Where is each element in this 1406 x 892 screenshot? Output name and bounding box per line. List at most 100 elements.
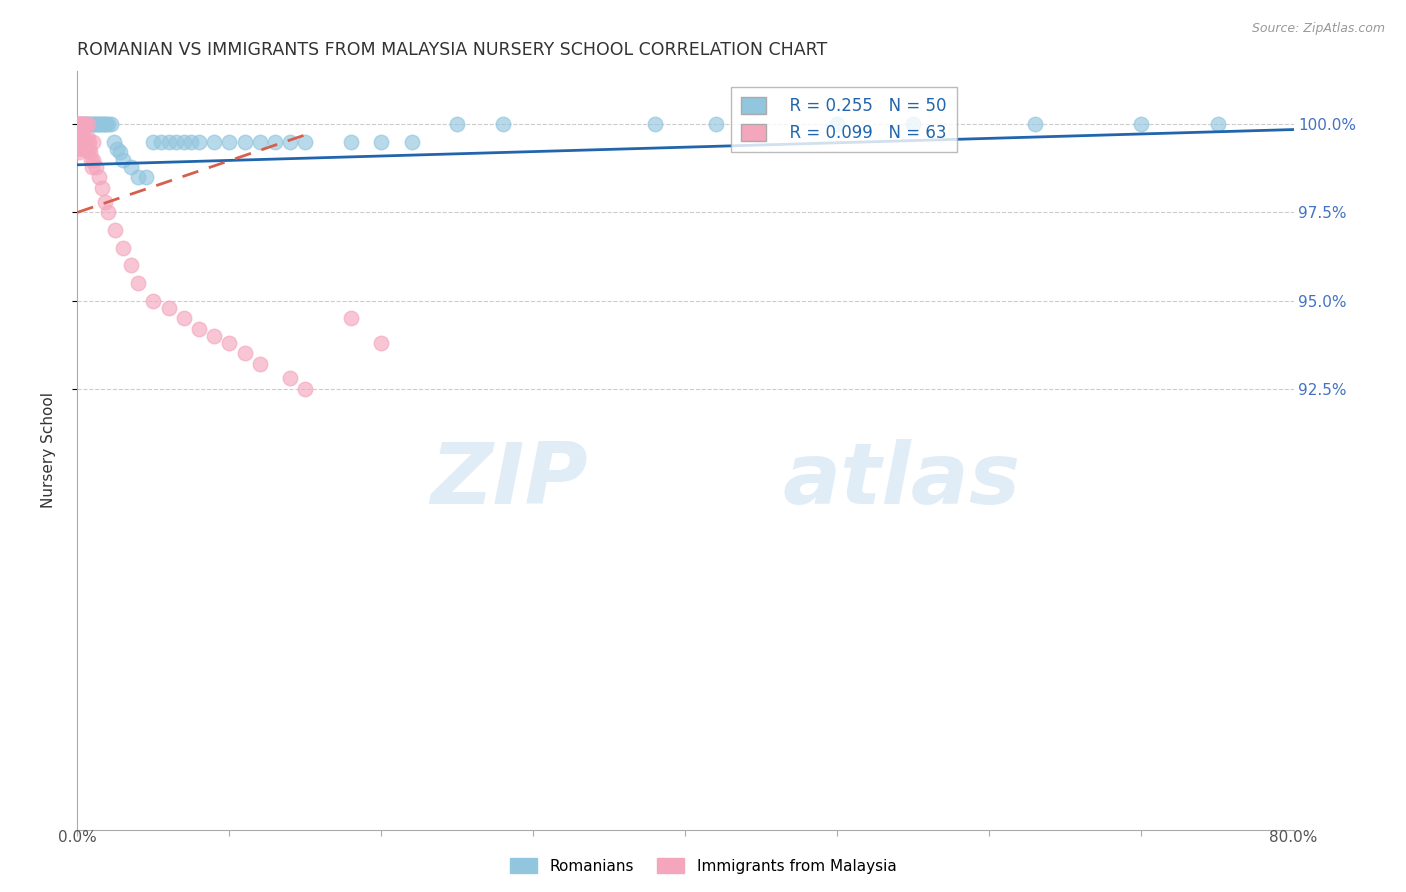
Point [111,153,134,167]
Point [97,205,120,219]
Point [79,145,101,160]
Text: 80.0%: 80.0% [1270,830,1317,845]
Point [165,135,187,149]
Point [75,117,97,131]
Point [401,135,423,149]
Point [87,117,110,131]
Point [111,241,134,255]
Legend:   R = 0.255   N = 50,   R = 0.099   N = 63: R = 0.255 N = 50, R = 0.099 N = 63 [731,87,957,152]
Point [67,145,90,160]
Point [188,322,211,336]
Text: Source: ZipAtlas.com: Source: ZipAtlas.com [1251,22,1385,36]
Point [67,124,90,138]
Point [1024,117,1046,131]
Point [67,124,90,138]
Point [69,138,91,153]
Point [67,142,90,156]
Point [73,117,96,131]
Point [93,117,115,131]
Point [69,138,91,153]
Y-axis label: Nursery School: Nursery School [42,392,56,508]
Point [69,128,91,142]
Point [149,135,172,149]
Point [73,131,96,145]
Point [80,160,103,174]
Point [249,135,271,149]
Point [173,311,195,326]
Point [76,142,98,156]
Point [704,117,727,131]
Point [67,117,90,131]
Point [72,135,94,149]
Point [83,117,105,131]
Point [90,180,112,194]
Point [96,117,118,131]
Point [70,117,93,131]
Point [79,135,101,149]
Point [108,145,131,160]
Point [77,131,100,145]
Legend: Romanians, Immigrants from Malaysia: Romanians, Immigrants from Malaysia [503,852,903,880]
Point [79,117,101,131]
Point [69,117,91,131]
Text: atlas: atlas [783,439,1021,523]
Point [77,142,100,156]
Point [87,170,110,185]
Point [492,117,515,131]
Text: ROMANIAN VS IMMIGRANTS FROM MALAYSIA NURSERY SCHOOL CORRELATION CHART: ROMANIAN VS IMMIGRANTS FROM MALAYSIA NUR… [77,41,828,59]
Point [89,117,111,131]
Point [82,153,104,167]
Point [67,117,90,131]
Point [218,135,240,149]
Point [142,135,165,149]
Point [120,258,142,272]
Point [1206,117,1229,131]
Point [127,276,149,290]
Point [67,131,90,145]
Point [173,135,195,149]
Point [446,117,468,131]
Point [903,117,925,131]
Point [294,382,316,396]
Point [70,138,93,153]
Point [218,335,240,350]
Point [75,135,97,149]
Point [127,170,149,185]
Point [77,117,100,131]
Point [157,135,180,149]
Point [294,135,316,149]
Point [644,117,666,131]
Point [67,117,90,131]
Point [80,117,103,131]
Point [84,160,107,174]
Point [72,135,94,149]
Point [86,117,108,131]
Point [1130,117,1153,131]
Point [202,135,225,149]
Point [97,117,120,131]
Point [84,117,107,131]
Point [67,135,90,149]
Point [180,135,202,149]
Point [340,135,363,149]
Point [91,117,114,131]
Point [278,371,301,385]
Text: ZIP: ZIP [430,439,588,523]
Point [120,160,142,174]
Point [103,135,125,149]
Point [157,301,180,315]
Point [188,135,211,149]
Point [82,117,104,131]
Point [340,311,363,326]
Point [135,170,157,185]
Point [73,117,96,131]
Point [105,142,128,156]
Point [73,142,96,156]
Point [75,117,97,131]
Point [104,223,127,237]
Point [72,117,94,131]
Point [827,117,849,131]
Point [233,346,256,360]
Point [202,329,225,343]
Point [69,117,91,131]
